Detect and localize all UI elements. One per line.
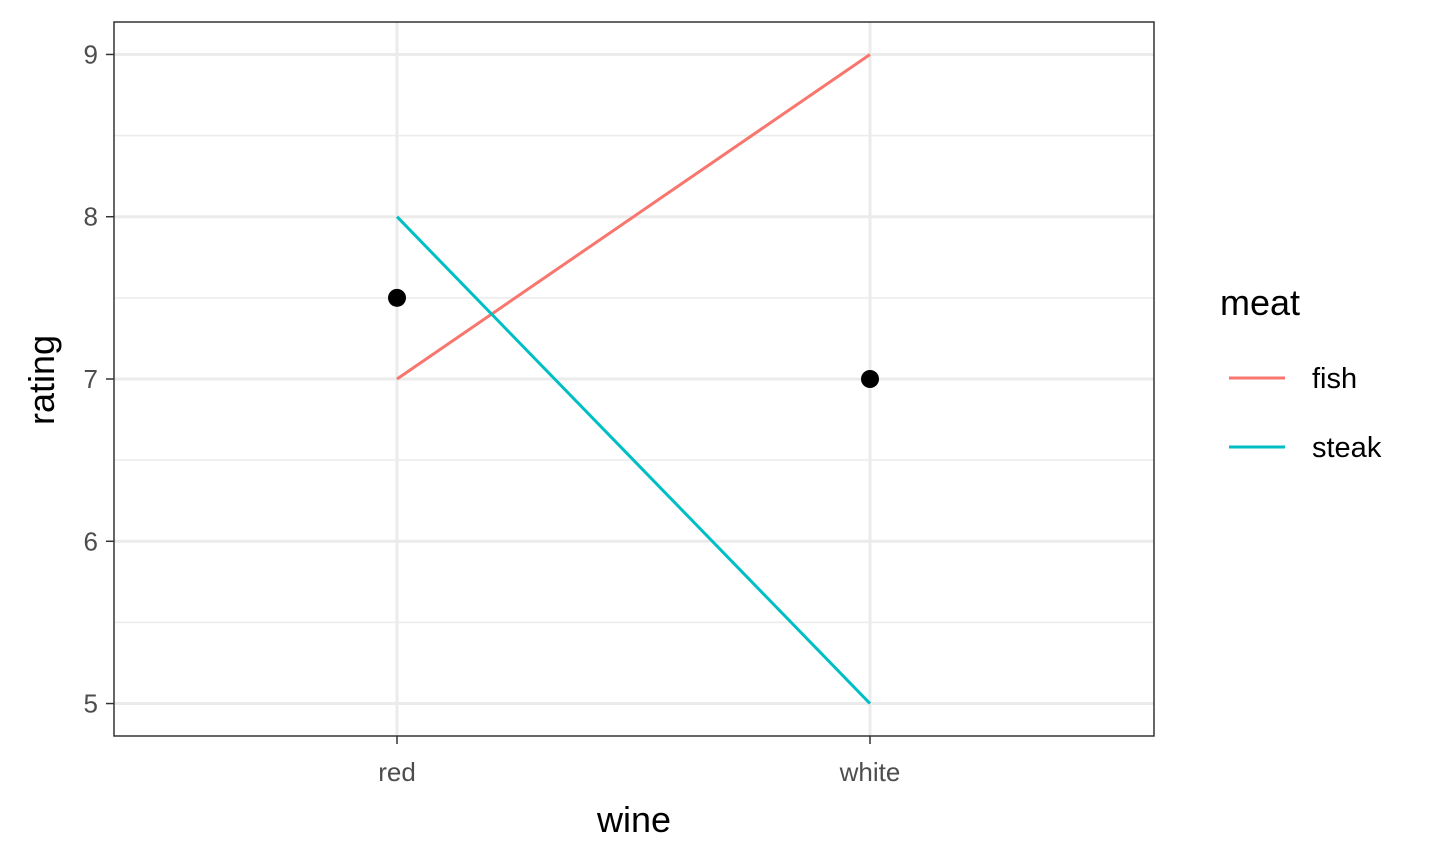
- legend: meat fish steak: [1220, 282, 1382, 464]
- mean-point-white: [861, 370, 879, 388]
- x-tick-label-red: red: [378, 757, 416, 787]
- y-tick-label: 8: [84, 202, 98, 232]
- y-tick-label: 7: [84, 364, 98, 394]
- y-axis-title: rating: [21, 335, 62, 425]
- y-tick-label: 5: [84, 689, 98, 719]
- series-line-steak: [395, 215, 872, 705]
- x-tick-label-white: white: [839, 757, 901, 787]
- series-lines: [395, 53, 872, 705]
- mean-point-red: [388, 288, 406, 307]
- x-axis-title: wine: [596, 799, 671, 840]
- series-line-fish: [396, 53, 871, 381]
- mean-points: [388, 288, 879, 388]
- y-tick-label: 6: [84, 526, 98, 556]
- legend-items: fish steak: [1229, 363, 1382, 464]
- y-tick-label: 9: [84, 39, 98, 69]
- legend-label-steak: steak: [1312, 432, 1382, 464]
- legend-label-fish: fish: [1312, 363, 1357, 395]
- y-axis: 5 6 7 8 9: [84, 39, 114, 719]
- legend-title: meat: [1220, 282, 1300, 323]
- x-axis: red white: [378, 736, 900, 787]
